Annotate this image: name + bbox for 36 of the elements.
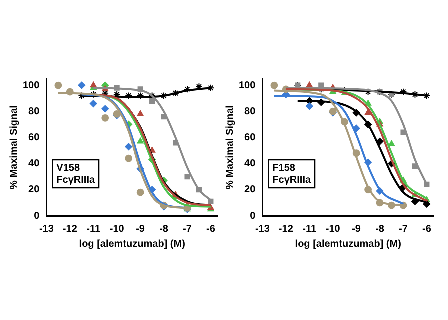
y-tick-label: 100: [238, 80, 256, 92]
x-tick-label: -11: [302, 224, 318, 235]
x-tick-label: -6: [422, 224, 432, 235]
y-tick-label: 40: [244, 158, 256, 170]
x-tick-label: -9: [136, 224, 146, 235]
x-axis-title: log [alemtuzumab] (M): [295, 238, 402, 250]
x-tick-label: -9: [352, 224, 362, 235]
x-tick-label: -8: [376, 224, 385, 235]
y-tick-label: 80: [244, 106, 256, 118]
x-tick-label: -13: [39, 224, 54, 235]
annotation: FcγRIIIa: [272, 174, 312, 186]
annotation: F158: [272, 162, 296, 174]
x-tick-label: -12: [62, 224, 78, 235]
x-tick-label: -7: [399, 224, 408, 235]
y-tick-label: 0: [34, 210, 40, 222]
x-tick-label: -12: [278, 224, 294, 235]
x-axis-title: log [alemtuzumab] (M): [79, 238, 186, 250]
y-tick-label: 60: [244, 132, 256, 144]
x-tick-label: -10: [110, 224, 125, 235]
x-tick-label: -11: [86, 224, 102, 235]
y-tick-label: 40: [28, 158, 40, 170]
annotation: V158: [56, 162, 80, 174]
y-tick-label: 20: [28, 184, 40, 196]
y-tick-label: 20: [244, 184, 256, 196]
y-axis-title: % Maximal Signal: [224, 105, 236, 190]
y-tick-label: 80: [28, 106, 40, 118]
y-axis-title: % Maximal Signal: [8, 105, 20, 190]
y-tick-label: 60: [28, 132, 40, 144]
x-tick-label: -8: [160, 224, 169, 235]
x-tick-label: -13: [255, 224, 270, 235]
x-tick-label: -6: [206, 224, 216, 235]
x-tick-label: -7: [183, 224, 192, 235]
y-tick-label: 0: [250, 210, 256, 222]
annotation: FcγRIIIa: [56, 174, 96, 186]
y-tick-label: 100: [22, 80, 40, 92]
x-tick-label: -10: [326, 224, 341, 235]
